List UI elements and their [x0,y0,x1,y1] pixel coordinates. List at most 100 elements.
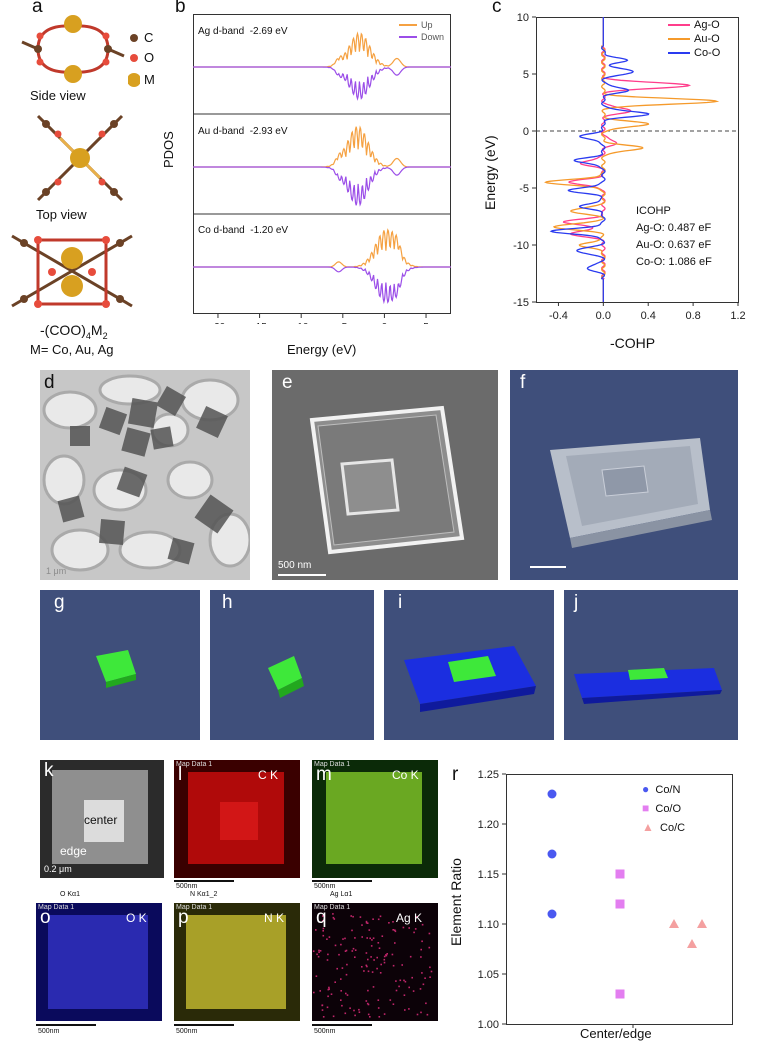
panel-i: i [384,590,554,740]
ag-signal-dot [344,1012,347,1015]
ag-signal-dot [352,947,355,950]
c-map-header: Map Data 1 [176,761,213,768]
ag-signal-dot [421,923,424,926]
ag-signal-dot [332,913,334,915]
legend-o-label: O [144,50,155,65]
ag-signal-dot [428,932,431,935]
ratio-legend-coc-marker: ▲ [642,820,654,834]
ag-signal-dot [421,940,423,943]
ag-signal-dot [420,948,422,951]
ag-signal-dot [328,986,330,989]
ag-signal-dot [322,1016,325,1018]
ratio-legend-coo-marker: ■ [642,801,650,815]
ag-signal-dot [367,1003,370,1006]
pdos-row-co-value: -1.20 eV [250,225,289,236]
ag-signal-dot [322,915,324,917]
ag-signal-dot [312,950,315,952]
cohp-legend-ago: Ag-O [668,18,720,32]
panel-b: b PDOS -20-15-10-505 Ag d-band -2.69 eV … [161,0,470,365]
ag-signal-dot [430,970,433,973]
ag-signal-dot [401,964,403,966]
ratio-legend-con-label: Co/N [655,784,681,796]
ag-signal-dot [376,967,378,970]
ag-signal-dot [340,999,342,1001]
panel-d: d 1 μm [40,370,250,580]
tomography-3d [550,438,712,548]
panel-label-k: k [44,760,54,781]
pdos-row-au-value: -2.93 eV [249,126,288,137]
ratio-point-coo [615,899,625,909]
formula-sub-2: 2 [102,330,108,341]
cohp-legend-coo: Co-O [668,46,720,60]
ratio-ytick-label: 1.10 [478,919,499,931]
ag-signal-dot [326,959,329,961]
cohp-trace-ag-o [562,17,692,302]
ag-signal-dot [367,1013,370,1016]
panel-l: Map Data 1 l C K [174,760,300,878]
ag-signal-dot [365,952,368,954]
o-map-element: O K [126,911,147,925]
cohp-xtick-label: -0.4 [549,310,568,322]
ag-signal-dot [327,995,329,998]
ag-signal-dot [321,1009,324,1011]
cohp-xtick-label: 0.4 [641,310,656,322]
panel-label-a: a [32,0,43,17]
ag-signal-dot [392,929,394,931]
icohp-title: ICOHP [636,205,671,217]
haadf-core [84,800,124,842]
ag-map-scalebar [312,1024,372,1026]
o-map-title: O Kα1 [60,891,80,898]
ratio-point-coc [697,919,707,928]
ratio-point-coc [669,919,679,928]
c-map-core [220,802,258,840]
ag-signal-dot [326,938,328,940]
core-render-h [268,656,304,698]
co-map-particle [326,772,422,864]
cohp-legend: Ag-O Au-O Co-O [668,18,720,60]
legend-m-label: M [144,72,155,87]
ag-signal-dot [395,980,397,982]
core-shell-render-j [574,668,722,704]
ag-signal-dot [371,939,373,941]
ratio-point-coc [687,939,697,948]
ag-signal-dot [394,930,397,933]
ag-signal-dot [366,1002,369,1005]
panel-k: k center edge 0.2 μm [40,760,164,878]
ag-signal-dot [403,994,406,996]
formula-main: -(COO) [40,322,86,338]
n-map-scalebar-label: 500nm [176,1028,198,1035]
core-shell-render-i [404,646,536,712]
ag-signal-dot [363,970,365,972]
ag-signal-dot [361,924,363,926]
pdos-xtick-label: -20 [211,322,226,324]
ag-signal-dot [341,1004,343,1007]
ag-map-title: Ag Lα1 [330,891,353,898]
icohp-auo: Au-O: 0.637 eF [636,239,712,251]
ag-signal-dot [328,988,330,990]
cohp-plot: -0.4 0.0 0.4 0.8 1.2 10 5 0 -5 -10 -15 [513,12,746,322]
co-map-scalebar-label: 500nm [314,883,336,890]
ag-signal-dot [429,966,431,969]
atom-legend-icons [128,34,140,87]
panel-label-b: b [175,0,186,17]
panel-label-d: d [44,372,55,393]
ag-signal-dot [420,956,422,958]
ag-signal-dot [341,967,344,969]
panel-label-h: h [222,592,233,613]
tem-scalebar-label: 1 μm [46,566,67,576]
ag-signal-dot [379,915,382,918]
formula-sub-4: 4 [85,330,91,341]
ratio-legend-coc: ▲ Co/C [642,818,685,837]
cohp-trace-co-o [549,17,650,302]
panel-o: Map Data 1 o O K [36,903,162,1021]
ag-signal-dot [383,955,386,958]
ag-signal-dot [361,966,363,968]
ratio-legend-con: ● Co/N [642,780,685,799]
ag-signal-dot [315,929,317,931]
cohp-ytick-label: 0 [523,126,529,138]
ag-signal-dot [345,949,348,952]
pdos-row-co-label: Co d-band [198,225,245,236]
ag-signal-dot [342,938,344,940]
pdos-plot: -20 -15 -10 -5 0 5 [193,14,451,324]
n-map-particle [186,915,286,1009]
